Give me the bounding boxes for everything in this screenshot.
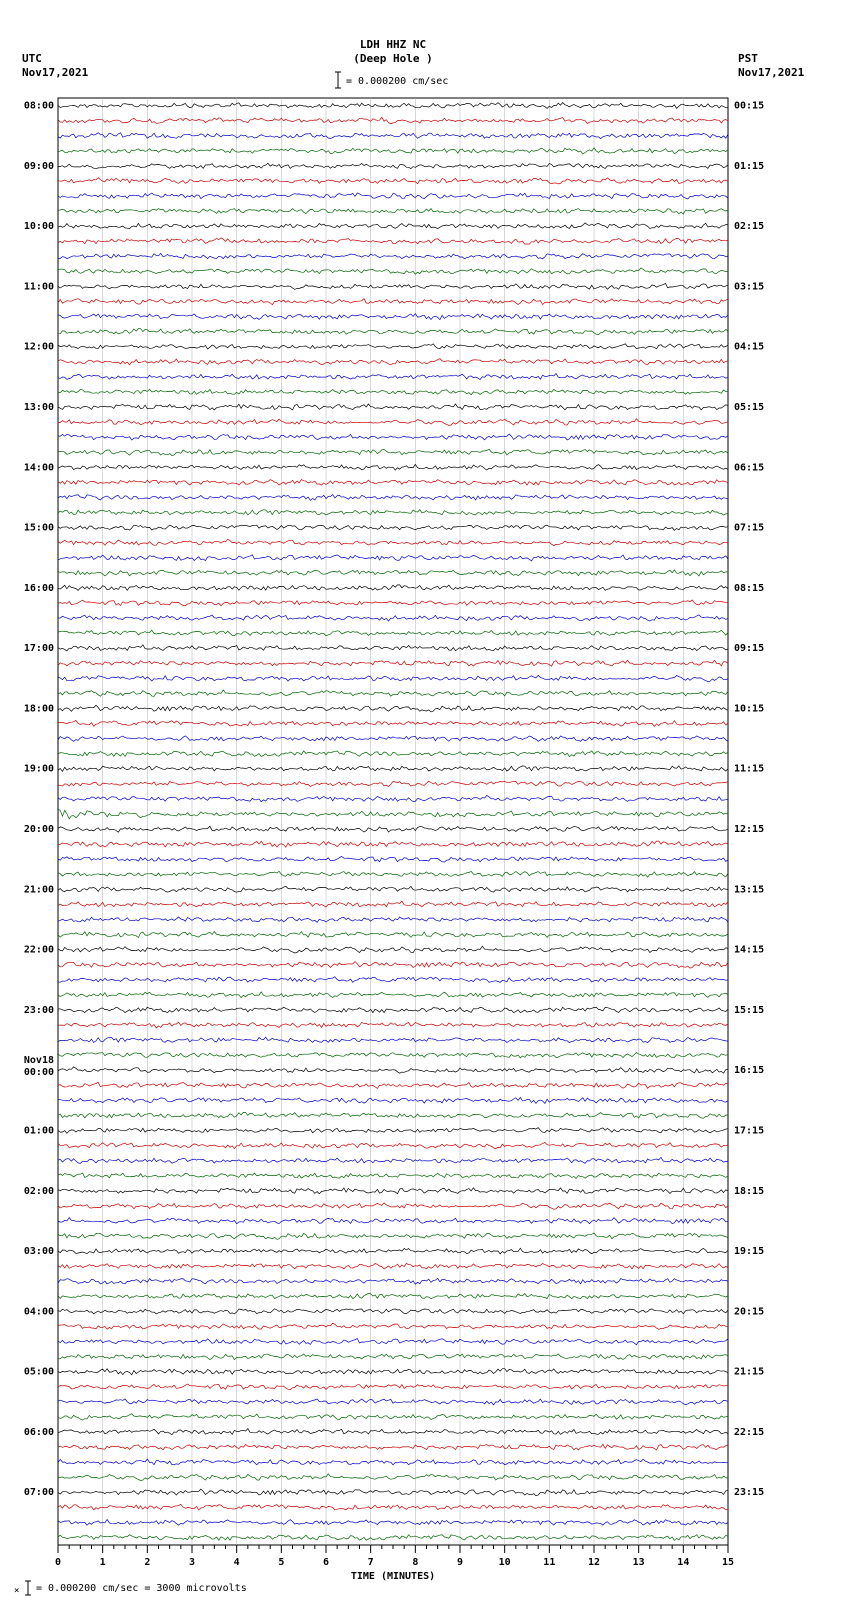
left-time-label: 05:00 <box>24 1367 54 1378</box>
x-tick-label: 11 <box>543 1557 555 1568</box>
right-time-label: 14:15 <box>734 945 764 956</box>
left-time-label-date: Nov18 <box>24 1055 54 1066</box>
left-time-label: 23:00 <box>24 1005 54 1016</box>
x-tick-label: 14 <box>677 1557 689 1568</box>
x-tick-label: 0 <box>55 1557 61 1568</box>
left-time-label: 08:00 <box>24 101 54 112</box>
scale-text-top: = 0.000200 cm/sec <box>346 76 448 87</box>
x-tick-label: 10 <box>499 1557 511 1568</box>
left-time-label: 01:00 <box>24 1125 54 1136</box>
right-tz: PST <box>738 52 758 65</box>
x-tick-label: 4 <box>234 1557 240 1568</box>
left-time-label: 22:00 <box>24 945 54 956</box>
left-time-label: 03:00 <box>24 1246 54 1257</box>
right-time-label: 07:15 <box>734 523 764 534</box>
left-time-label: 19:00 <box>24 764 54 775</box>
seismogram-container: LDH HHZ NC(Deep Hole )UTCNov17,2021PSTNo… <box>10 10 840 1603</box>
left-time-label: 07:00 <box>24 1487 54 1498</box>
left-date: Nov17,2021 <box>22 66 89 79</box>
left-time-label: 00:00 <box>24 1067 54 1078</box>
right-time-label: 23:15 <box>734 1487 764 1498</box>
right-time-label: 17:15 <box>734 1125 764 1136</box>
right-time-label: 15:15 <box>734 1005 764 1016</box>
right-time-label: 20:15 <box>734 1306 764 1317</box>
x-tick-label: 3 <box>189 1557 195 1568</box>
right-time-label: 21:15 <box>734 1367 764 1378</box>
left-time-label: 21:00 <box>24 884 54 895</box>
right-date: Nov17,2021 <box>738 66 805 79</box>
x-tick-label: 1 <box>100 1557 106 1568</box>
right-time-label: 00:15 <box>734 101 764 112</box>
left-time-label: 16:00 <box>24 583 54 594</box>
footer-mult: × <box>14 1586 19 1596</box>
right-time-label: 16:15 <box>734 1065 764 1076</box>
x-axis-label: TIME (MINUTES) <box>351 1571 435 1582</box>
right-time-label: 01:15 <box>734 161 764 172</box>
left-time-label: 20:00 <box>24 824 54 835</box>
left-time-label: 11:00 <box>24 281 54 292</box>
seismogram-svg: LDH HHZ NC(Deep Hole )UTCNov17,2021PSTNo… <box>10 10 840 1603</box>
left-time-label: 04:00 <box>24 1306 54 1317</box>
left-time-label: 06:00 <box>24 1427 54 1438</box>
left-time-label: 12:00 <box>24 342 54 353</box>
x-tick-label: 6 <box>323 1557 329 1568</box>
x-tick-label: 2 <box>144 1557 150 1568</box>
left-time-label: 17:00 <box>24 643 54 654</box>
right-time-label: 22:15 <box>734 1427 764 1438</box>
x-tick-label: 15 <box>722 1557 734 1568</box>
left-time-label: 09:00 <box>24 161 54 172</box>
right-time-label: 04:15 <box>734 342 764 353</box>
right-time-label: 13:15 <box>734 884 764 895</box>
right-time-label: 10:15 <box>734 703 764 714</box>
left-time-label: 14:00 <box>24 462 54 473</box>
x-tick-label: 13 <box>633 1557 645 1568</box>
right-time-label: 05:15 <box>734 402 764 413</box>
right-time-label: 12:15 <box>734 824 764 835</box>
left-tz: UTC <box>22 52 42 65</box>
right-time-label: 06:15 <box>734 462 764 473</box>
x-tick-label: 8 <box>412 1557 418 1568</box>
x-tick-label: 5 <box>278 1557 284 1568</box>
right-time-label: 19:15 <box>734 1246 764 1257</box>
plot-background <box>10 10 840 1603</box>
x-tick-label: 12 <box>588 1557 600 1568</box>
scale-text-bottom: = 0.000200 cm/sec = 3000 microvolts <box>36 1583 247 1594</box>
right-time-label: 08:15 <box>734 583 764 594</box>
x-tick-label: 9 <box>457 1557 463 1568</box>
left-time-label: 02:00 <box>24 1186 54 1197</box>
right-time-label: 03:15 <box>734 281 764 292</box>
right-time-label: 09:15 <box>734 643 764 654</box>
x-tick-label: 7 <box>368 1557 374 1568</box>
right-time-label: 18:15 <box>734 1186 764 1197</box>
station-label: LDH HHZ NC <box>360 38 426 51</box>
left-time-label: 13:00 <box>24 402 54 413</box>
left-time-label: 10:00 <box>24 221 54 232</box>
location-label: (Deep Hole ) <box>353 52 432 65</box>
left-time-label: 18:00 <box>24 703 54 714</box>
right-time-label: 11:15 <box>734 764 764 775</box>
left-time-label: 15:00 <box>24 523 54 534</box>
right-time-label: 02:15 <box>734 221 764 232</box>
